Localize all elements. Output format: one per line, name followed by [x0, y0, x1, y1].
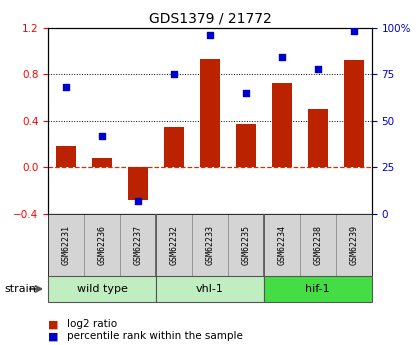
Bar — [48, 214, 84, 276]
Bar — [192, 214, 228, 276]
Title: GDS1379 / 21772: GDS1379 / 21772 — [149, 11, 271, 25]
Text: wild type: wild type — [77, 284, 128, 294]
Bar — [128, 167, 148, 200]
Bar — [84, 214, 120, 276]
Bar — [92, 158, 112, 167]
Bar — [48, 276, 156, 302]
Text: GSM62237: GSM62237 — [134, 225, 143, 265]
Text: ■: ■ — [48, 332, 59, 341]
Bar — [228, 214, 264, 276]
Bar — [336, 214, 372, 276]
Text: GSM62236: GSM62236 — [98, 225, 107, 265]
Text: percentile rank within the sample: percentile rank within the sample — [67, 332, 243, 341]
Point — [135, 198, 142, 204]
Point — [99, 133, 105, 138]
Bar — [200, 59, 220, 167]
Text: strain: strain — [4, 284, 36, 294]
Text: GSM62238: GSM62238 — [313, 225, 322, 265]
Bar — [344, 60, 364, 167]
Text: GSM62239: GSM62239 — [349, 225, 358, 265]
Text: vhl-1: vhl-1 — [196, 284, 224, 294]
Point — [171, 71, 177, 77]
Text: GSM62235: GSM62235 — [241, 225, 250, 265]
Text: GSM62232: GSM62232 — [170, 225, 178, 265]
Bar — [164, 127, 184, 167]
Text: GSM62231: GSM62231 — [62, 225, 71, 265]
Text: ■: ■ — [48, 319, 59, 329]
Bar — [156, 214, 192, 276]
Text: GSM62234: GSM62234 — [277, 225, 286, 265]
Point — [315, 66, 321, 71]
Bar — [272, 83, 292, 167]
Point — [243, 90, 249, 96]
Bar — [120, 214, 156, 276]
Bar — [236, 124, 256, 167]
Bar — [56, 146, 76, 167]
Bar — [300, 214, 336, 276]
Bar — [308, 109, 328, 167]
Text: log2 ratio: log2 ratio — [67, 319, 117, 329]
Point — [63, 85, 70, 90]
Point — [207, 32, 213, 38]
Bar — [264, 214, 300, 276]
Text: hif-1: hif-1 — [305, 284, 330, 294]
Point — [278, 55, 285, 60]
Text: GSM62233: GSM62233 — [205, 225, 215, 265]
Bar — [264, 276, 372, 302]
Point — [350, 29, 357, 34]
Bar — [156, 276, 264, 302]
